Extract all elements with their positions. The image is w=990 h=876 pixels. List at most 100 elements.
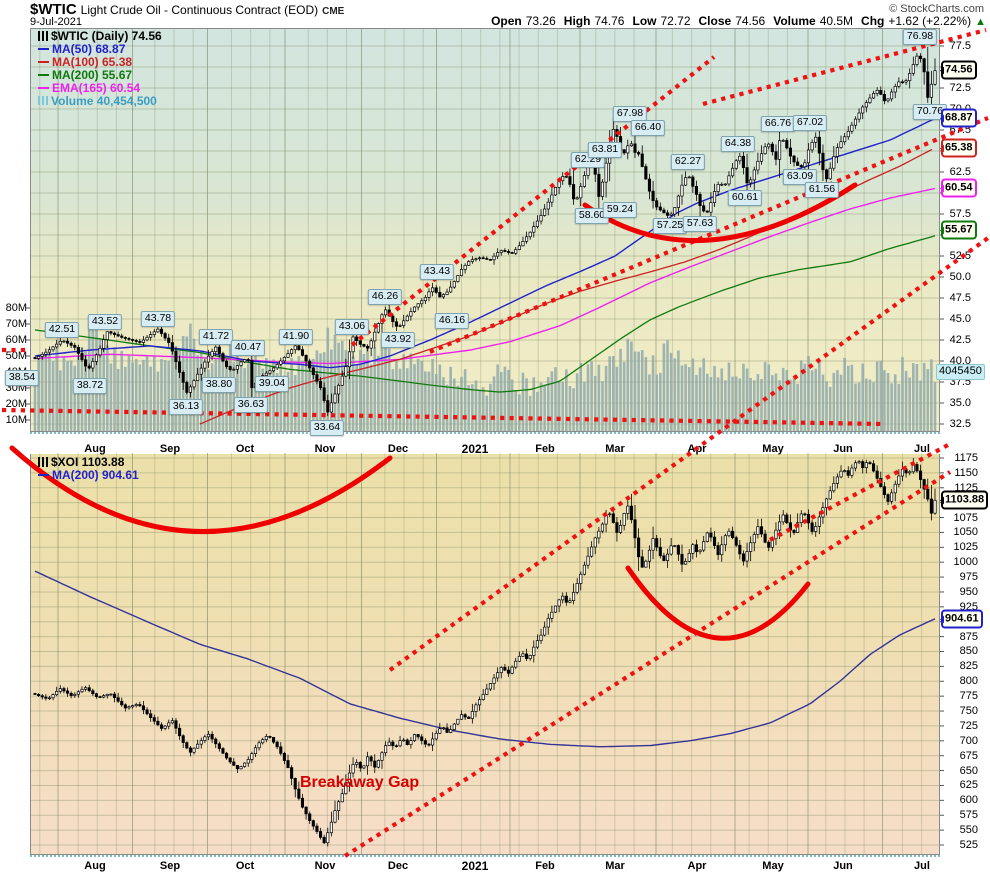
legend-label: $WTIC (Daily) 74.56 — [51, 28, 162, 43]
copyright: © StockCharts.com — [889, 3, 984, 15]
legend-item: Volume 40,454,500 — [38, 94, 162, 108]
xoi-panel — [30, 452, 940, 855]
wtic-price-tick: 32.5 — [949, 418, 971, 430]
dash-icon — [38, 60, 49, 63]
legend-item: $WTIC (Daily) 74.56 — [38, 28, 162, 43]
dash-icon — [38, 473, 49, 476]
volume-tick: 20M — [5, 398, 27, 410]
volume-tick: 60M — [5, 334, 27, 346]
wtic-price-tick: 57.5 — [949, 208, 971, 220]
volume-tick: 70M — [5, 318, 27, 330]
xoi-price-tick: 1125 — [954, 481, 978, 494]
volume-tick: 50M — [5, 350, 27, 362]
wtic-price-tick: 77.5 — [949, 40, 971, 52]
legend-label: EMA(165) 60.54 — [52, 80, 141, 95]
xoi-price-tick: 525 — [959, 838, 978, 851]
quote-bar: Open 73.26 High 74.76 Low 72.72 Close 74.56 Volu… — [483, 14, 986, 28]
wtic-price-tick: 62.5 — [949, 166, 971, 178]
xoi-legend: $XOI 1103.88 MA(200) 904.61 — [38, 454, 139, 482]
breakaway-gap-label: Breakaway Gap — [300, 774, 420, 791]
wtic-price-tick: 75.0 — [949, 61, 971, 73]
legend-item: EMA(165) 60.54 — [38, 80, 162, 95]
wtic-price-tick: 35.0 — [949, 397, 971, 409]
quote-label: Open — [491, 14, 522, 28]
legend-label: MA(200) 55.67 — [52, 67, 133, 82]
header: $WTIC Light Crude Oil - Continuous Contra… — [30, 1, 986, 18]
axis-value-badge: 904.61 — [940, 609, 983, 629]
legend-item: MA(50) 68.87 — [38, 41, 162, 56]
wtic-price-tick: 70.0 — [949, 103, 971, 115]
wtic-price-tick: 47.5 — [949, 292, 971, 304]
xoi-price-tick: 950 — [959, 585, 978, 598]
dash-icon — [38, 47, 49, 50]
xoi-price-tick: 925 — [959, 600, 978, 613]
xoi-price-tick: 700 — [959, 734, 978, 747]
legend-item: MA(200) 55.67 — [38, 67, 162, 82]
dash-icon — [38, 73, 49, 76]
wtic-legend: $WTIC (Daily) 74.56 MA(50) 68.87 MA(100) 6… — [38, 28, 162, 108]
xoi-price-tick: 675 — [959, 749, 978, 762]
wtic-price-tick: 60.0 — [949, 187, 971, 199]
axis-value-badge: 1103.88 — [939, 490, 989, 510]
xoi-price-tick: 600 — [959, 794, 978, 807]
wtic-price-tick: 65.0 — [949, 145, 971, 157]
wtic-price-tick: 67.5 — [949, 124, 971, 136]
volume-tick: 30M — [5, 382, 27, 394]
legend-label: MA(100) 65.38 — [52, 54, 133, 69]
xoi-price-tick: 725 — [959, 719, 978, 732]
xoi-price-tick: 1025 — [953, 541, 978, 554]
wtic-price-tick: 45.0 — [949, 313, 971, 325]
wtic-price-tick: 52.5 — [949, 250, 971, 262]
axis-value-badge: 74.56 — [940, 60, 977, 80]
quote-value: 72.72 — [660, 14, 691, 28]
axis-value-badge: 60.54 — [940, 178, 977, 198]
axis-value-badge: 65.38 — [940, 138, 977, 158]
quote-value: 74.76 — [594, 14, 625, 28]
xoi-price-tick: 900 — [959, 615, 978, 628]
dash-icon — [38, 86, 49, 89]
bars-icon — [38, 96, 48, 105]
volume-tick: 40M — [5, 366, 27, 378]
wtic-price-tick: 55.0 — [949, 229, 971, 241]
candlestick-icon — [38, 30, 48, 41]
xoi-price-tick: 1175 — [954, 452, 978, 464]
wtic-price-tick: 50.0 — [949, 271, 971, 283]
quote-value: 74.56 — [735, 14, 766, 28]
chart-title: Light Crude Oil - Continuous Contract (E… — [80, 3, 319, 17]
xoi-price-tick: 1150 — [954, 466, 978, 479]
exchange: CME — [322, 6, 345, 17]
legend-item: MA(200) 904.61 — [38, 467, 139, 482]
legend-label: $XOI 1103.88 — [51, 454, 125, 469]
xoi-price-tick: 825 — [959, 660, 978, 673]
xoi-price-tick: 750 — [959, 705, 978, 718]
axis-value-badge: 68.87 — [940, 108, 977, 128]
xoi-price-tick: 650 — [959, 764, 978, 777]
legend-label: MA(50) 68.87 — [52, 41, 126, 56]
xoi-price-tick: 775 — [959, 690, 978, 703]
month-axis-bottom — [30, 855, 940, 876]
quote-label: Volume — [773, 14, 816, 28]
xoi-price-tick: 625 — [959, 779, 978, 792]
chart-date: 9-Jul-2021 — [30, 16, 82, 28]
quote-label: Chg — [861, 14, 885, 28]
legend-item: $XOI 1103.88 — [38, 454, 139, 469]
wtic-price-tick: 42.5 — [949, 334, 971, 346]
volume-tick: 80M — [5, 302, 27, 314]
axis-value-badge: 55.67 — [940, 220, 977, 240]
symbol: $WTIC — [30, 1, 77, 18]
xoi-price-tick: 875 — [959, 630, 978, 643]
xoi-price-tick: 1050 — [953, 526, 978, 539]
xoi-price-tick: 850 — [959, 645, 978, 658]
legend-item: MA(100) 65.38 — [38, 54, 162, 69]
volume-axis-badge: 4045450 — [936, 364, 985, 380]
xoi-price-tick: 1100 — [954, 496, 978, 509]
volume-tick: 10M — [5, 414, 27, 426]
legend-label: MA(200) 904.61 — [52, 467, 139, 482]
quote-label: Close — [698, 14, 732, 28]
quote-label: High — [563, 14, 591, 28]
xoi-price-tick: 800 — [959, 675, 978, 688]
xoi-price-tick: 975 — [959, 571, 978, 584]
wtic-panel — [30, 28, 940, 432]
quote-value: 40.5M — [819, 14, 854, 28]
